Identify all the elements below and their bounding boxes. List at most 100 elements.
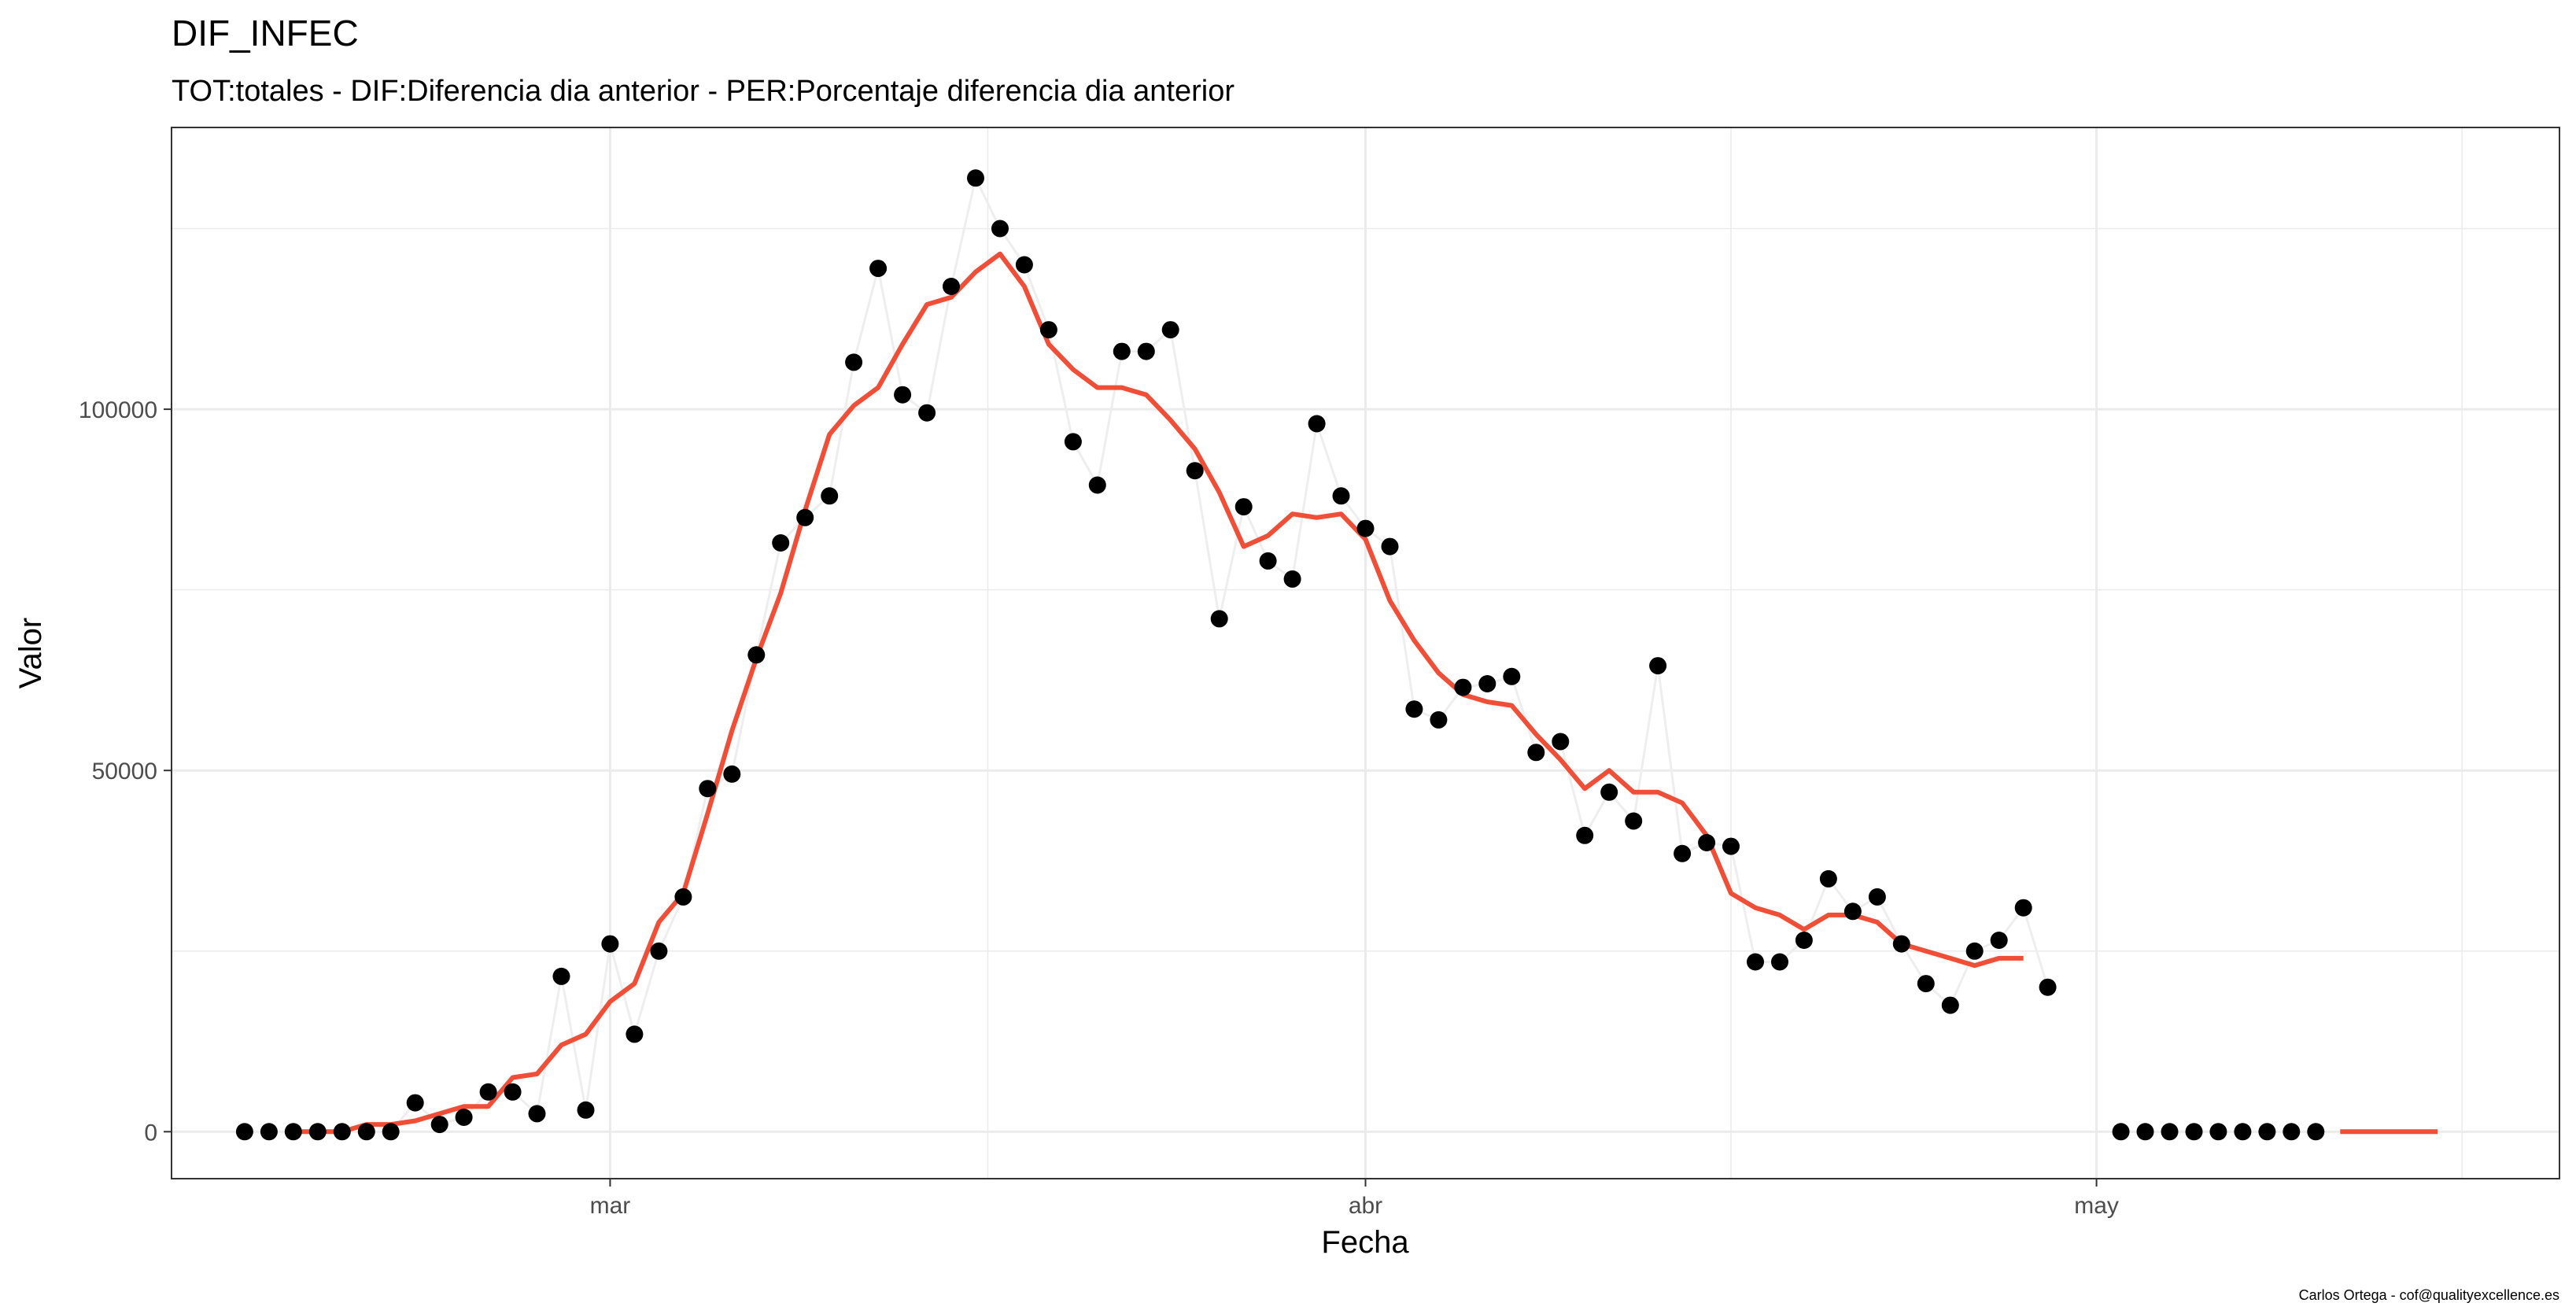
x-tick-label: may — [2074, 1193, 2119, 1219]
data-point — [504, 1083, 522, 1101]
data-point — [2209, 1123, 2227, 1141]
data-point — [406, 1094, 424, 1112]
data-point — [772, 534, 790, 552]
data-point — [1454, 678, 1472, 696]
data-point — [699, 780, 717, 798]
data-point — [747, 646, 766, 664]
data-point — [552, 967, 570, 985]
data-point — [821, 487, 839, 505]
x-tick-label: abr — [1349, 1193, 1382, 1219]
data-point — [1064, 433, 1082, 451]
data-points — [235, 169, 2325, 1141]
data-point — [1722, 837, 1740, 855]
data-point — [845, 353, 863, 371]
data-point — [1503, 667, 1521, 685]
data-point — [1161, 321, 1179, 339]
data-point — [2161, 1123, 2179, 1141]
data-point — [1990, 932, 2008, 949]
data-point — [2014, 899, 2032, 917]
data-point — [1892, 935, 1910, 953]
data-point — [626, 1025, 644, 1043]
data-point — [2136, 1123, 2154, 1141]
data-point — [1747, 953, 1764, 971]
data-point — [235, 1123, 253, 1141]
data-point — [260, 1123, 278, 1141]
data-point — [455, 1109, 473, 1126]
data-point — [869, 260, 888, 278]
chart-title: DIF_INFEC — [172, 13, 359, 54]
data-point — [1478, 675, 1497, 692]
data-point — [1843, 902, 1862, 921]
x-axis-ticks: mar abr may — [590, 1179, 2119, 1219]
data-point — [723, 765, 741, 783]
x-tick-label: mar — [590, 1193, 631, 1219]
data-point — [1186, 462, 1204, 480]
chart-caption: Carlos Ortega - cof@qualityexcellence.es — [2299, 1287, 2559, 1303]
data-point — [943, 278, 960, 295]
data-point — [1965, 942, 1984, 960]
data-point — [1698, 834, 1716, 851]
data-point — [1283, 570, 1301, 588]
data-point — [2112, 1123, 2130, 1141]
data-point — [479, 1083, 497, 1101]
trend-line-segment-0 — [293, 251, 2024, 1135]
data-point — [1381, 537, 1399, 555]
data-point — [1600, 783, 1618, 801]
data-point — [1868, 888, 1886, 906]
y-axis-title: Valor — [13, 618, 48, 688]
data-point — [1917, 975, 1935, 993]
chart-subtitle: TOT:totales - DIF:Diferencia dia anterio… — [172, 75, 1234, 108]
data-point — [1819, 869, 1837, 888]
data-point — [2258, 1123, 2276, 1141]
data-point — [1039, 321, 1057, 339]
data-point — [430, 1116, 448, 1134]
data-point — [918, 404, 936, 422]
raw-line-segment-0 — [244, 174, 2050, 1133]
data-point — [1430, 711, 1448, 729]
y-axis-ticks: 0 50000 100000 — [79, 397, 172, 1146]
raw-series-line — [244, 174, 2316, 1133]
data-point — [991, 220, 1009, 238]
y-tick-label: 50000 — [92, 759, 157, 784]
data-point — [1210, 610, 1228, 628]
data-point — [1649, 657, 1667, 675]
data-point — [357, 1123, 375, 1141]
data-point — [1356, 519, 1375, 537]
data-point — [2307, 1123, 2325, 1141]
data-point — [308, 1123, 327, 1141]
data-point — [650, 942, 668, 960]
data-point — [333, 1123, 351, 1141]
moving-average-line — [293, 251, 2438, 1135]
data-point — [577, 1101, 595, 1119]
data-point — [1625, 812, 1643, 830]
data-point — [1795, 932, 1813, 949]
data-point — [1674, 844, 1692, 862]
data-point — [674, 888, 692, 906]
data-point — [1113, 342, 1131, 360]
data-point — [382, 1123, 400, 1141]
data-point — [601, 935, 619, 953]
data-point — [894, 386, 912, 404]
data-point — [1771, 953, 1788, 971]
data-point — [528, 1105, 546, 1123]
data-point — [2185, 1123, 2203, 1141]
data-point — [1405, 700, 1423, 718]
data-point — [1259, 552, 1277, 570]
data-point — [1234, 498, 1253, 516]
data-point — [284, 1123, 302, 1141]
x-axis-title: Fecha — [1321, 1225, 1409, 1260]
data-point — [2234, 1123, 2252, 1141]
data-point — [1552, 733, 1570, 751]
data-point — [1137, 342, 1155, 360]
major-gridlines — [172, 127, 2559, 1179]
data-point — [1308, 415, 1326, 433]
data-point — [1332, 487, 1350, 505]
data-point — [2039, 978, 2057, 996]
data-point — [1941, 996, 1959, 1014]
data-point — [1088, 476, 1106, 494]
y-tick-label: 100000 — [79, 397, 157, 423]
data-point — [967, 169, 984, 187]
data-point — [1576, 826, 1594, 844]
data-point — [796, 508, 814, 526]
